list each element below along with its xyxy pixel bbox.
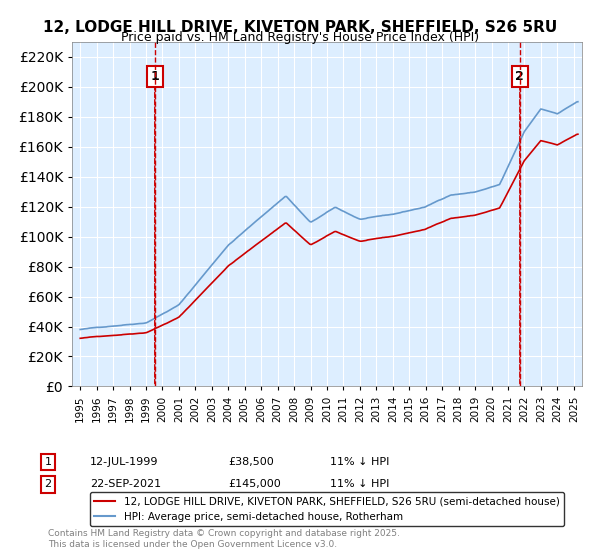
Legend: 12, LODGE HILL DRIVE, KIVETON PARK, SHEFFIELD, S26 5RU (semi-detached house), HP: 12, LODGE HILL DRIVE, KIVETON PARK, SHEF… xyxy=(91,492,563,526)
Text: 11% ↓ HPI: 11% ↓ HPI xyxy=(330,479,389,489)
Text: 22-SEP-2021: 22-SEP-2021 xyxy=(90,479,161,489)
Text: 1: 1 xyxy=(44,457,52,467)
Text: £38,500: £38,500 xyxy=(228,457,274,467)
Text: Price paid vs. HM Land Registry's House Price Index (HPI): Price paid vs. HM Land Registry's House … xyxy=(121,31,479,44)
Text: 12-JUL-1999: 12-JUL-1999 xyxy=(90,457,158,467)
Text: £145,000: £145,000 xyxy=(228,479,281,489)
Text: 11% ↓ HPI: 11% ↓ HPI xyxy=(330,457,389,467)
Text: 1: 1 xyxy=(151,70,159,83)
Text: 2: 2 xyxy=(515,70,524,83)
Text: Contains HM Land Registry data © Crown copyright and database right 2025.
This d: Contains HM Land Registry data © Crown c… xyxy=(48,529,400,549)
Text: 12, LODGE HILL DRIVE, KIVETON PARK, SHEFFIELD, S26 5RU: 12, LODGE HILL DRIVE, KIVETON PARK, SHEF… xyxy=(43,20,557,35)
Text: 2: 2 xyxy=(44,479,52,489)
